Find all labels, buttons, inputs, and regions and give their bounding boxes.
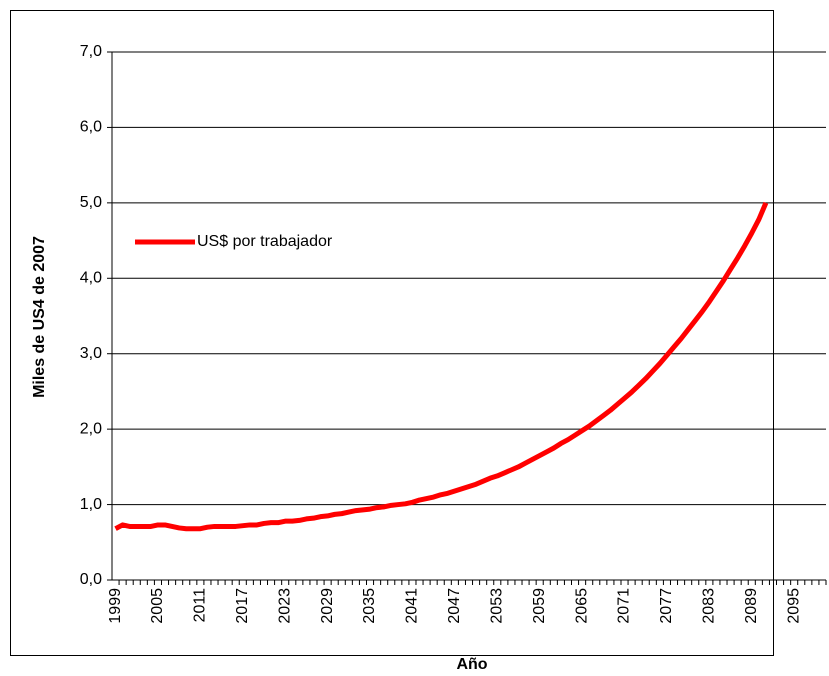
x-tick-label: 2041 bbox=[404, 588, 421, 624]
x-tick-label: 2065 bbox=[573, 588, 590, 624]
x-tick-label: 2089 bbox=[743, 588, 760, 624]
x-tick-label: 2047 bbox=[446, 588, 463, 624]
y-tick-label: 6,0 bbox=[80, 119, 102, 136]
data-line bbox=[114, 201, 769, 532]
y-tick-label: 1,0 bbox=[80, 496, 102, 513]
x-tick-label: 2023 bbox=[276, 588, 293, 624]
x-tick-label: 2029 bbox=[319, 588, 336, 624]
x-tick-label: 2083 bbox=[701, 588, 718, 624]
y-tick-label: 2,0 bbox=[80, 420, 102, 437]
x-tick-label: 2059 bbox=[531, 588, 548, 624]
chart-frame bbox=[10, 10, 774, 656]
legend-label: US$ por trabajador bbox=[197, 233, 333, 250]
x-tick-label: 2071 bbox=[616, 588, 633, 624]
y-tick-label: 7,0 bbox=[80, 43, 102, 60]
x-tick-label: 2053 bbox=[488, 588, 505, 624]
x-axis-title: Año bbox=[456, 656, 487, 673]
x-tick-label: 2017 bbox=[234, 588, 251, 624]
x-tick-label: 2035 bbox=[361, 588, 378, 624]
y-tick-label: 4,0 bbox=[80, 270, 102, 287]
x-tick-label: 2077 bbox=[658, 588, 675, 624]
y-axis-title: Miles de US4 de 2007 bbox=[31, 236, 48, 398]
y-tick-label: 3,0 bbox=[80, 345, 102, 362]
y-tick-label: 0,0 bbox=[80, 571, 102, 588]
x-tick-label: 2095 bbox=[785, 588, 802, 624]
y-tick-label: 5,0 bbox=[80, 194, 102, 211]
x-tick-label: 1999 bbox=[107, 588, 124, 624]
x-tick-label: 2005 bbox=[149, 588, 166, 624]
x-tick-label: 2011 bbox=[192, 588, 209, 623]
